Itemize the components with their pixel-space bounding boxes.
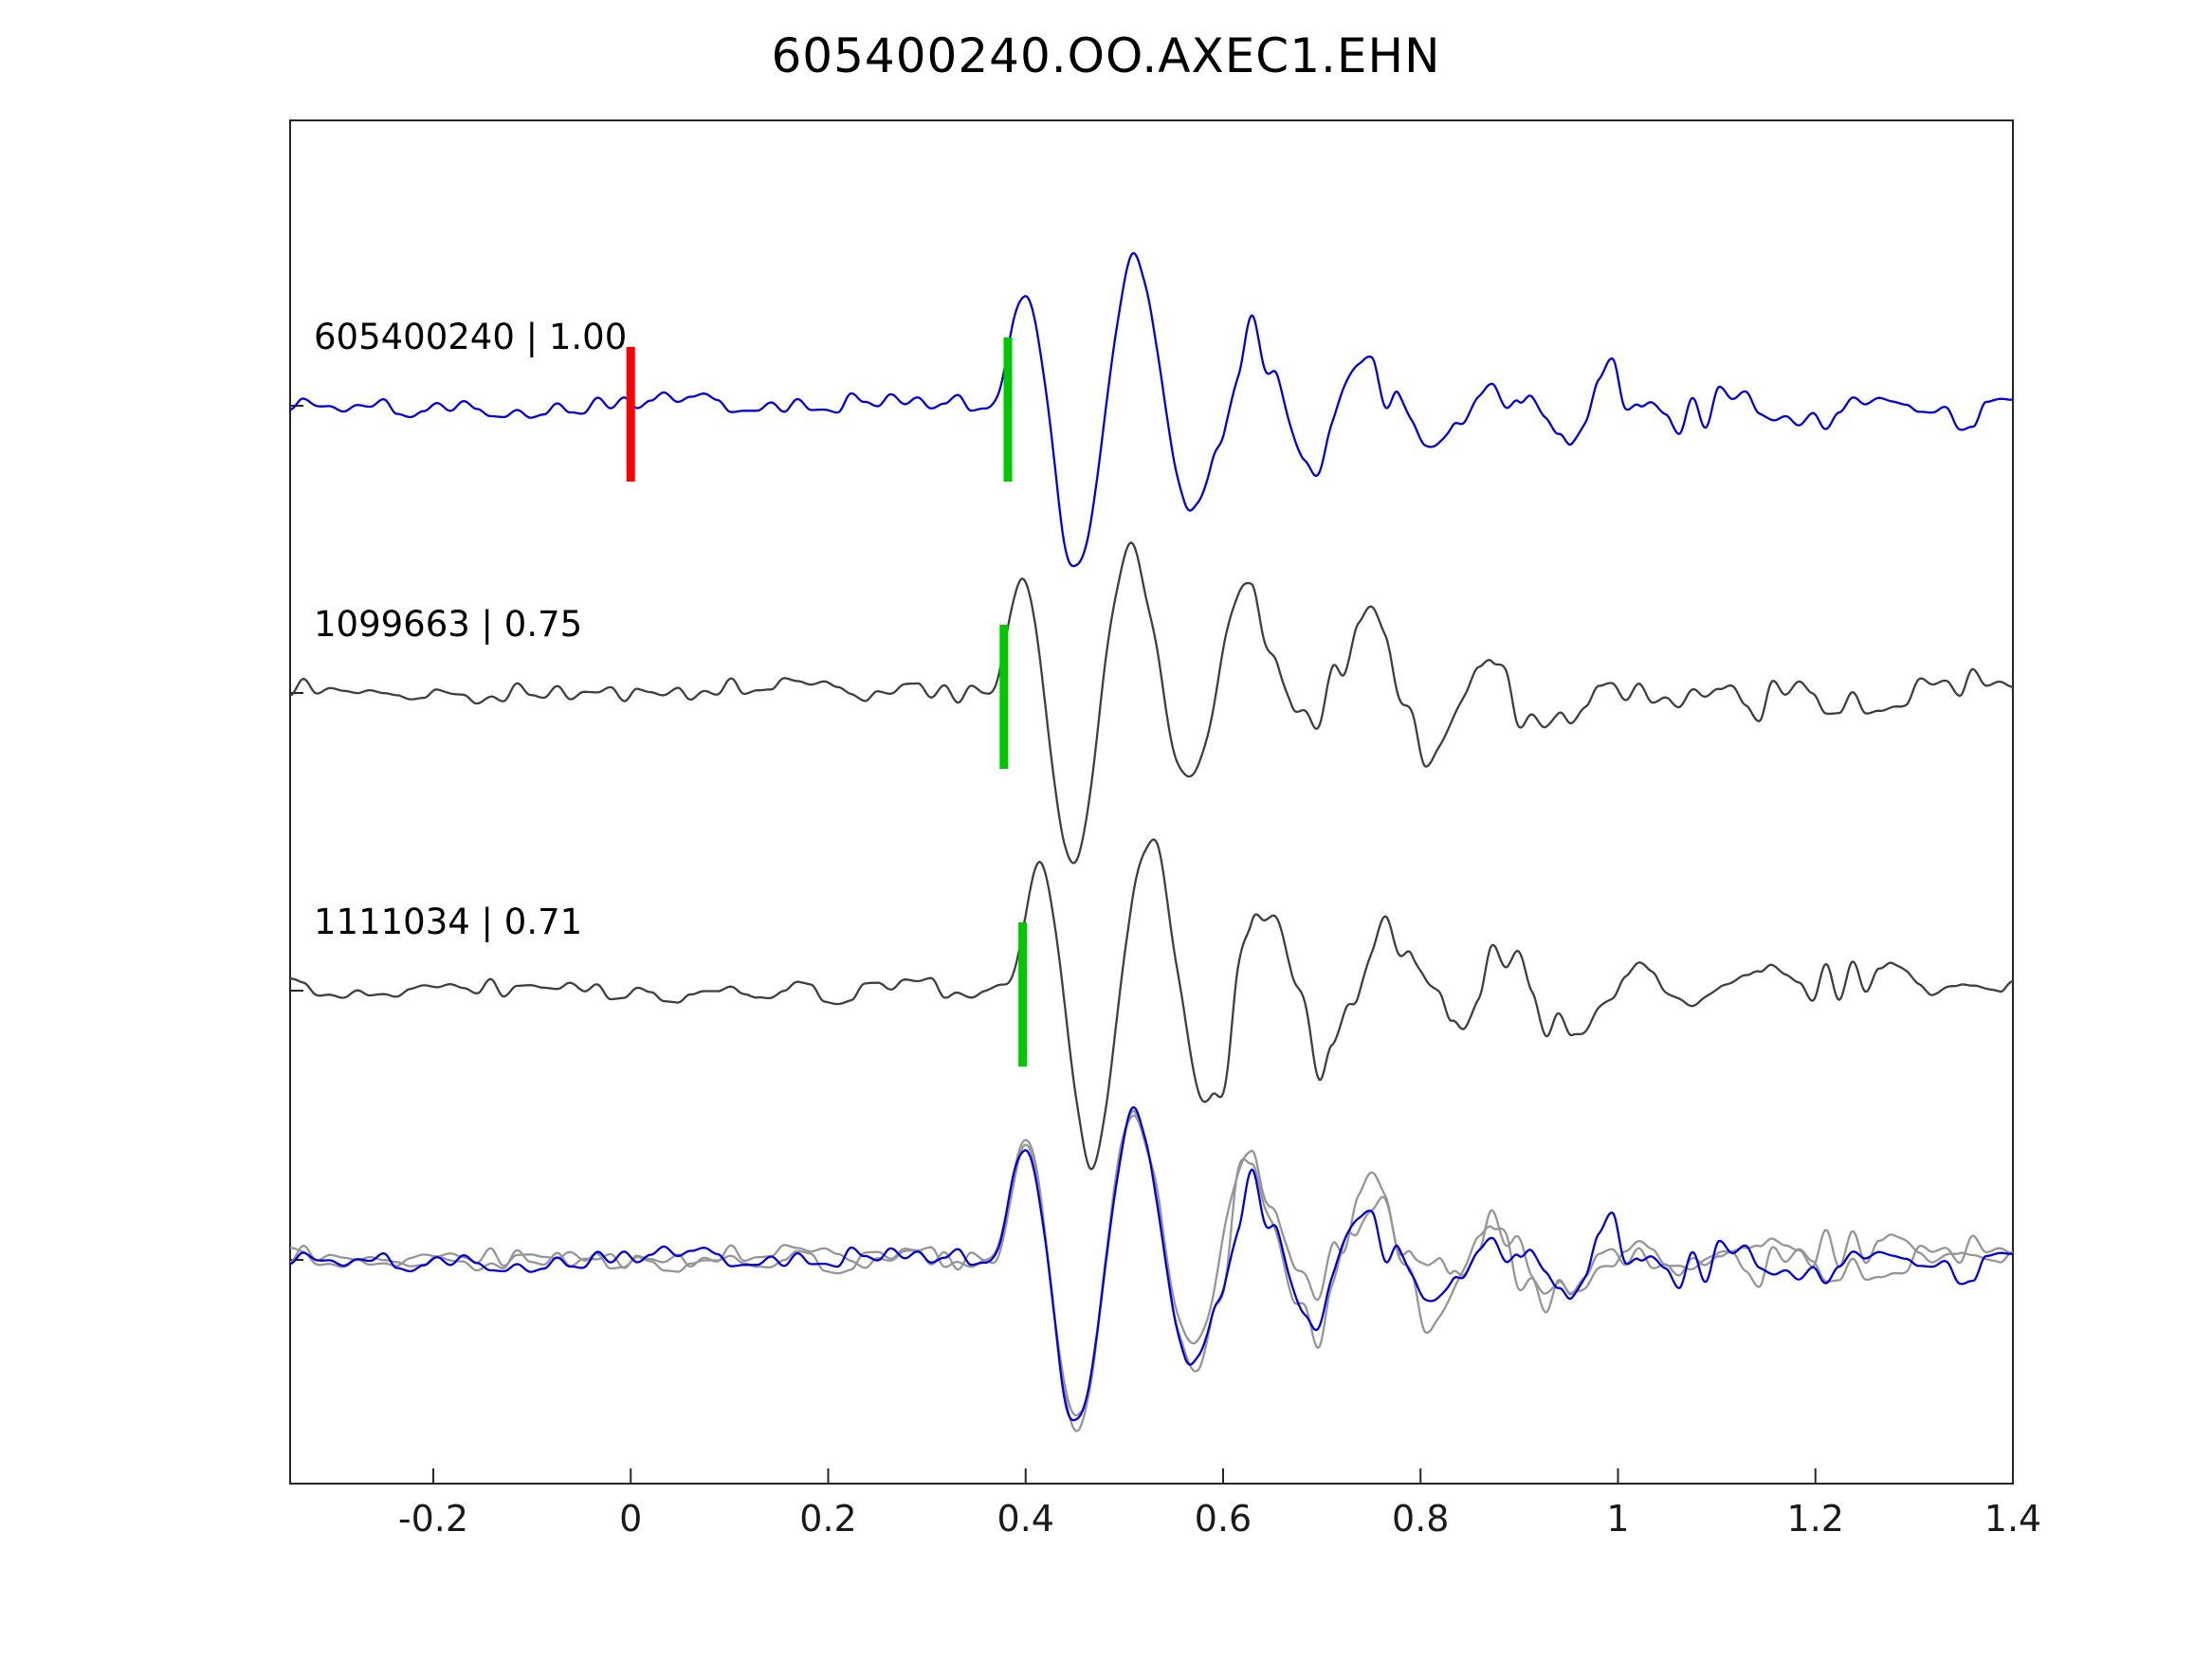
- waveform-trace: [289, 838, 2013, 1171]
- x-axis: -0.2 0 0.2 0.4 0.6 0.8 1 1.2 1.4: [398, 1468, 2041, 1540]
- waveform-trace: [289, 252, 2013, 568]
- overlay-trace: [289, 1106, 2013, 1422]
- x-axis-tick-label: 0.6: [1195, 1498, 1252, 1540]
- x-axis-tick-label: 0.2: [799, 1498, 856, 1540]
- x-axis-tick-label: 0: [619, 1498, 642, 1540]
- chart-title: 605400240.OO.AXEC1.EHN: [771, 28, 1441, 83]
- waveform-trace: [289, 541, 2014, 865]
- trace-label: 1099663 | 0.75: [314, 604, 582, 645]
- trace-label: 605400240 | 1.00: [314, 317, 627, 357]
- trace-label: 1111034 | 0.71: [314, 902, 582, 942]
- x-axis-tick-label: 1: [1606, 1498, 1629, 1540]
- x-axis-tick-label: 0.4: [997, 1498, 1054, 1540]
- x-axis-tick-label: 1.4: [1984, 1498, 2041, 1540]
- plot-border: [289, 119, 2014, 1485]
- x-axis-tick-label: 1.2: [1787, 1498, 1844, 1540]
- x-axis-tick-label: -0.2: [398, 1498, 468, 1540]
- x-axis-tick-label: 0.8: [1392, 1498, 1449, 1540]
- overlay-trace: [289, 1109, 2014, 1432]
